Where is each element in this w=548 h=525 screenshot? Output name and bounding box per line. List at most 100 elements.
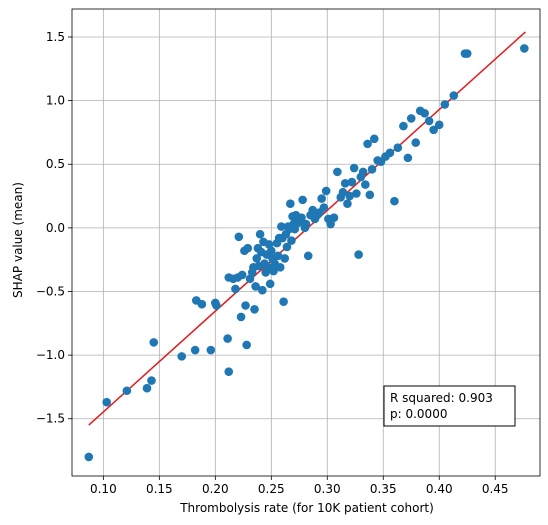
r-squared-label: R squared: 0.903 xyxy=(390,391,493,405)
data-point xyxy=(424,116,434,126)
data-point xyxy=(385,148,395,158)
data-point xyxy=(280,254,290,263)
y-tick-label: 1.0 xyxy=(46,94,65,108)
data-point xyxy=(290,224,300,234)
x-axis-ticks: 0.10 0.15 0.20 0.25 0.30 0.35 0.40 0.45 xyxy=(90,476,509,496)
data-point xyxy=(399,121,408,131)
data-point xyxy=(149,338,159,347)
data-point xyxy=(358,167,368,177)
data-point xyxy=(390,196,399,206)
data-point xyxy=(142,383,152,393)
data-point xyxy=(122,386,132,396)
data-point xyxy=(303,251,313,261)
data-point xyxy=(266,246,276,256)
data-point xyxy=(212,301,221,310)
y-axis-ticks: −1.5 −1.0 −0.5 0.0 0.5 1.0 1.5 xyxy=(36,30,72,426)
data-point xyxy=(301,219,311,229)
y-tick-label: −1.0 xyxy=(36,348,65,362)
data-point xyxy=(462,49,472,58)
data-point xyxy=(277,222,286,231)
data-point xyxy=(429,125,438,135)
data-point xyxy=(197,299,207,309)
data-point xyxy=(224,367,234,376)
data-points xyxy=(84,44,529,462)
data-point xyxy=(367,165,377,174)
data-point xyxy=(242,340,251,350)
x-tick-label: 0.15 xyxy=(146,482,173,496)
data-point xyxy=(102,397,112,407)
plot-frame xyxy=(71,8,541,477)
data-point xyxy=(231,284,240,294)
data-point xyxy=(286,199,295,208)
y-tick-label: 0.5 xyxy=(46,157,65,171)
data-point xyxy=(363,139,372,149)
data-point xyxy=(282,242,292,252)
data-point xyxy=(287,236,296,245)
data-point xyxy=(147,376,156,385)
data-point xyxy=(449,91,459,100)
data-point xyxy=(190,345,200,355)
data-point xyxy=(345,191,354,201)
y-tick-label: 1.5 xyxy=(46,30,65,44)
data-point xyxy=(338,187,348,197)
data-point xyxy=(403,153,413,163)
x-tick-label: 0.45 xyxy=(482,482,509,496)
stats-annotation: R squared: 0.903 p: 0.0000 xyxy=(383,385,516,427)
y-tick-label: −0.5 xyxy=(36,284,65,298)
data-point xyxy=(349,163,359,173)
data-point xyxy=(234,232,244,242)
data-point xyxy=(354,250,363,259)
x-tick-label: 0.25 xyxy=(258,482,285,496)
data-point xyxy=(251,282,260,291)
data-point xyxy=(275,263,285,272)
data-point xyxy=(252,254,262,263)
y-tick-label: −1.5 xyxy=(36,412,65,426)
data-point xyxy=(177,352,187,361)
data-point xyxy=(236,312,246,322)
data-point xyxy=(319,203,329,212)
data-point xyxy=(326,219,335,229)
data-point xyxy=(298,195,307,205)
p-value-label: p: 0.0000 xyxy=(390,407,447,421)
data-point xyxy=(420,109,429,118)
data-point xyxy=(265,279,275,289)
data-point xyxy=(243,243,253,253)
x-tick-label: 0.40 xyxy=(426,482,453,496)
grid xyxy=(72,9,540,476)
x-tick-label: 0.20 xyxy=(202,482,229,496)
data-point xyxy=(440,100,450,109)
data-point xyxy=(434,120,444,130)
data-point xyxy=(406,114,416,123)
data-point xyxy=(369,134,379,144)
data-point xyxy=(258,285,267,295)
y-tick-label: 0.0 xyxy=(46,221,65,235)
data-point xyxy=(317,194,326,203)
data-point xyxy=(255,229,265,239)
data-point xyxy=(393,143,403,153)
data-point xyxy=(237,270,247,280)
data-point xyxy=(273,251,283,261)
data-point xyxy=(250,305,259,314)
x-tick-label: 0.35 xyxy=(370,482,397,496)
data-point xyxy=(321,186,331,196)
data-point xyxy=(340,179,350,188)
data-point xyxy=(352,189,361,198)
x-tick-label: 0.30 xyxy=(314,482,341,496)
data-point xyxy=(343,199,352,208)
data-point xyxy=(297,213,306,222)
data-point xyxy=(279,297,288,306)
data-point xyxy=(206,345,216,355)
data-point xyxy=(329,213,339,222)
data-point xyxy=(333,167,342,177)
data-point xyxy=(411,138,421,147)
x-axis-label: Thrombolysis rate (for 10K patient cohor… xyxy=(179,501,434,515)
data-point xyxy=(520,44,529,53)
data-point xyxy=(365,190,375,200)
x-tick-label: 0.10 xyxy=(90,482,117,496)
data-point xyxy=(361,180,370,189)
y-axis-label: SHAP value (mean) xyxy=(11,182,25,298)
data-point xyxy=(241,301,250,310)
stats-annotation-box xyxy=(383,385,516,427)
data-point xyxy=(223,334,232,343)
